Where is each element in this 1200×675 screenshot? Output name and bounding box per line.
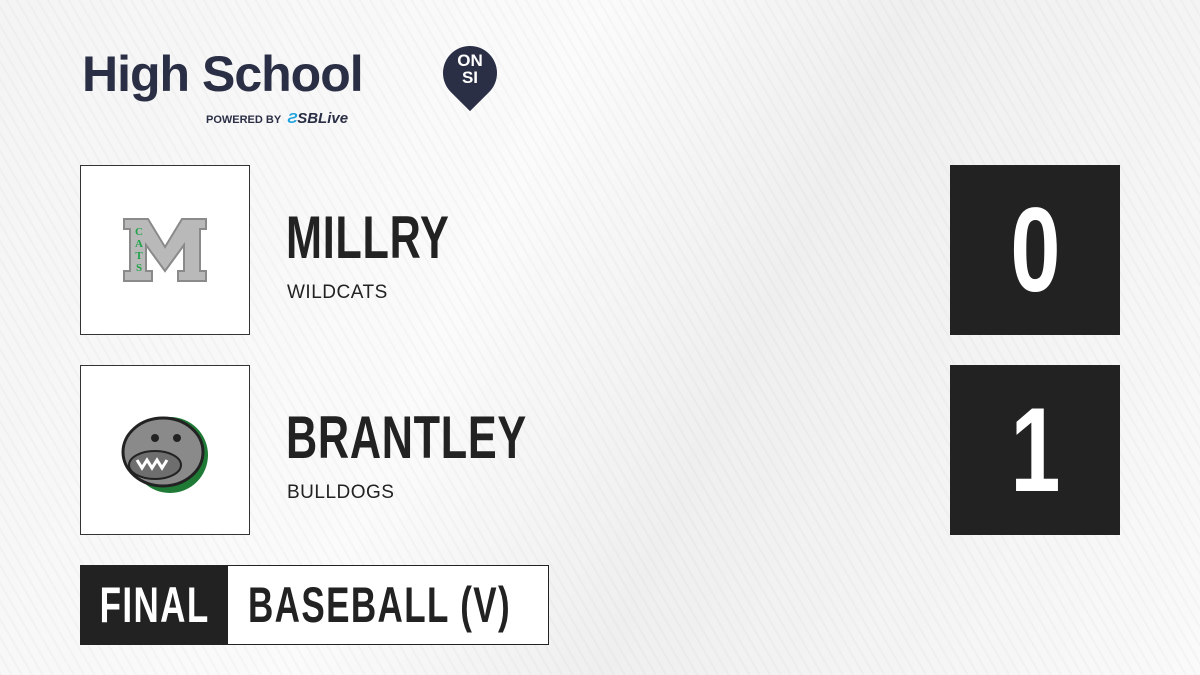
sport-label: BASEBALL (V)	[228, 566, 548, 644]
team-logo-brantley	[80, 365, 250, 535]
team-name: MILLRY	[286, 204, 450, 271]
pin-badge: ON SI	[457, 51, 483, 87]
team-mascot: WILDCATS	[287, 282, 388, 303]
team-name: BRANTLEY	[286, 404, 527, 471]
status-badge: FINAL	[81, 566, 228, 644]
team-mascot: BULLDOGS	[287, 482, 395, 503]
svg-text:CATS: CATS	[135, 226, 143, 274]
bulldog-logo-icon	[121, 416, 208, 493]
game-status-bar: FINAL BASEBALL (V)	[80, 565, 549, 645]
sblive-logo: ƧSBLive	[287, 110, 349, 127]
team-score: 1	[950, 365, 1120, 535]
powered-by: POWERED BY ƧSBLive	[206, 110, 349, 127]
high-school-on-si-logo: High School ON SI POWERED BY ƧSBLive	[82, 34, 509, 127]
team-score: 0	[950, 165, 1120, 335]
logo-title: High School	[82, 46, 364, 102]
